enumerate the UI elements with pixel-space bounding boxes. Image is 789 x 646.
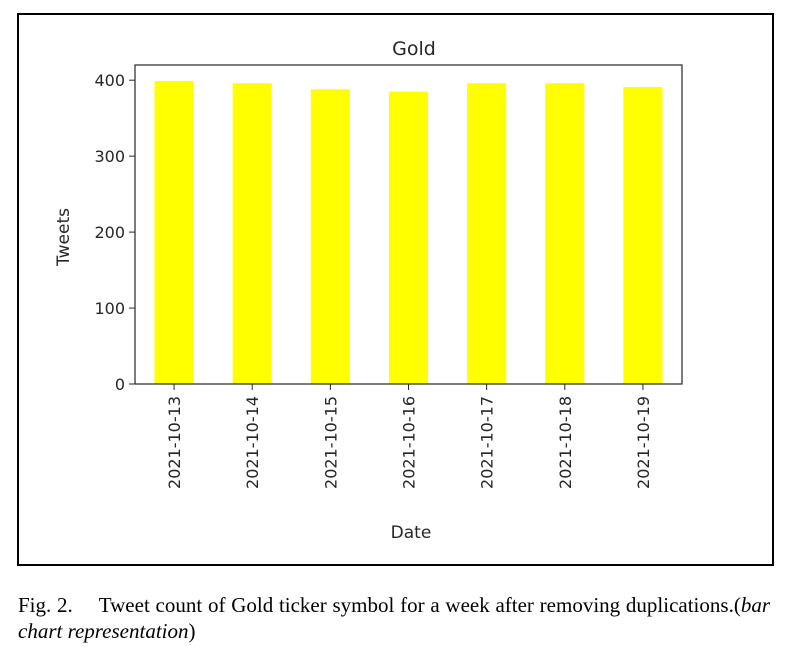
y-tick-label-400: 400: [94, 71, 125, 90]
x-tick-label-2021-10-16: 2021-10-16: [400, 396, 419, 489]
y-tick-label-100: 100: [94, 299, 125, 318]
bar-2021-10-18: [545, 83, 585, 384]
caption-italic: bar chart representation: [18, 593, 770, 643]
y-tick-label-300: 300: [94, 147, 125, 166]
bar-2021-10-19: [623, 87, 663, 385]
caption-close: ): [188, 619, 196, 643]
caption-label: Fig. 2.: [18, 593, 73, 617]
x-tick-label-2021-10-19: 2021-10-19: [634, 396, 653, 489]
bar-2021-10-15: [310, 89, 350, 385]
figure-caption: Fig. 2. Tweet count of Gold ticker symbol…: [18, 592, 770, 644]
chart-title: Gold: [392, 38, 436, 60]
x-axis-label: Date: [391, 523, 432, 543]
figure-frame: Gold Tweets Date 0 100 200 300 400 2021-10-13…: [17, 13, 774, 566]
x-tick-label-2021-10-13: 2021-10-13: [165, 396, 184, 489]
x-tick-label-2021-10-17: 2021-10-17: [478, 396, 497, 489]
bar-chart: Gold Tweets Date 0 100 200 300 400 2021-10-13…: [54, 38, 683, 543]
bar-2021-10-14: [232, 83, 272, 384]
x-tick-label-2021-10-15: 2021-10-15: [321, 396, 340, 489]
caption-text: Tweet count of Gold ticker symbol for a …: [98, 593, 741, 617]
y-tick-label-0: 0: [115, 375, 125, 394]
y-tick-label-200: 200: [94, 223, 125, 242]
x-tick-label-2021-10-18: 2021-10-18: [556, 396, 575, 489]
x-tick-label-2021-10-14: 2021-10-14: [243, 396, 262, 489]
bar-2021-10-13: [154, 80, 194, 384]
bar-2021-10-17: [467, 83, 507, 384]
y-axis-label: Tweets: [54, 208, 74, 267]
bar-2021-10-16: [388, 91, 429, 384]
